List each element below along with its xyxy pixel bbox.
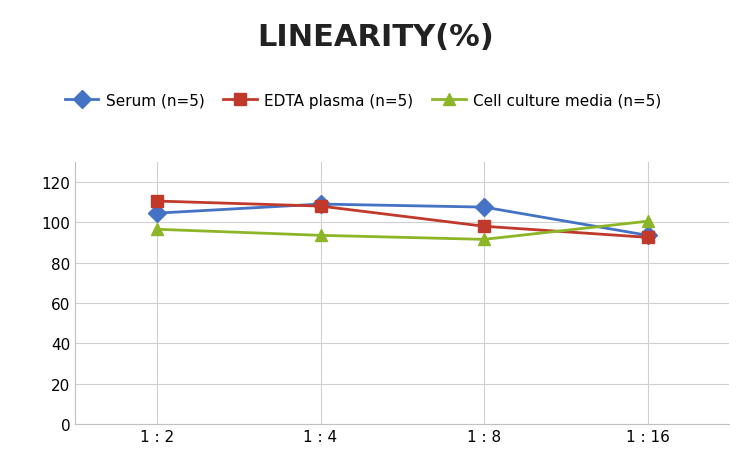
EDTA plasma (n=5): [153, 199, 162, 204]
Legend: Serum (n=5), EDTA plasma (n=5), Cell culture media (n=5): Serum (n=5), EDTA plasma (n=5), Cell cul…: [60, 89, 666, 113]
Cell culture media (n=5): [316, 233, 325, 239]
Cell culture media (n=5): [480, 237, 489, 243]
Serum (n=5): [316, 202, 325, 207]
Serum (n=5): [480, 205, 489, 210]
Cell culture media (n=5): [643, 219, 652, 225]
Line: Serum (n=5): Serum (n=5): [150, 198, 654, 242]
Text: LINEARITY(%): LINEARITY(%): [258, 23, 494, 51]
Serum (n=5): [153, 211, 162, 216]
EDTA plasma (n=5): [316, 204, 325, 209]
Serum (n=5): [643, 233, 652, 239]
Line: Cell culture media (n=5): Cell culture media (n=5): [150, 216, 654, 246]
EDTA plasma (n=5): [643, 235, 652, 240]
Line: EDTA plasma (n=5): EDTA plasma (n=5): [150, 195, 654, 244]
EDTA plasma (n=5): [480, 224, 489, 230]
Cell culture media (n=5): [153, 227, 162, 232]
